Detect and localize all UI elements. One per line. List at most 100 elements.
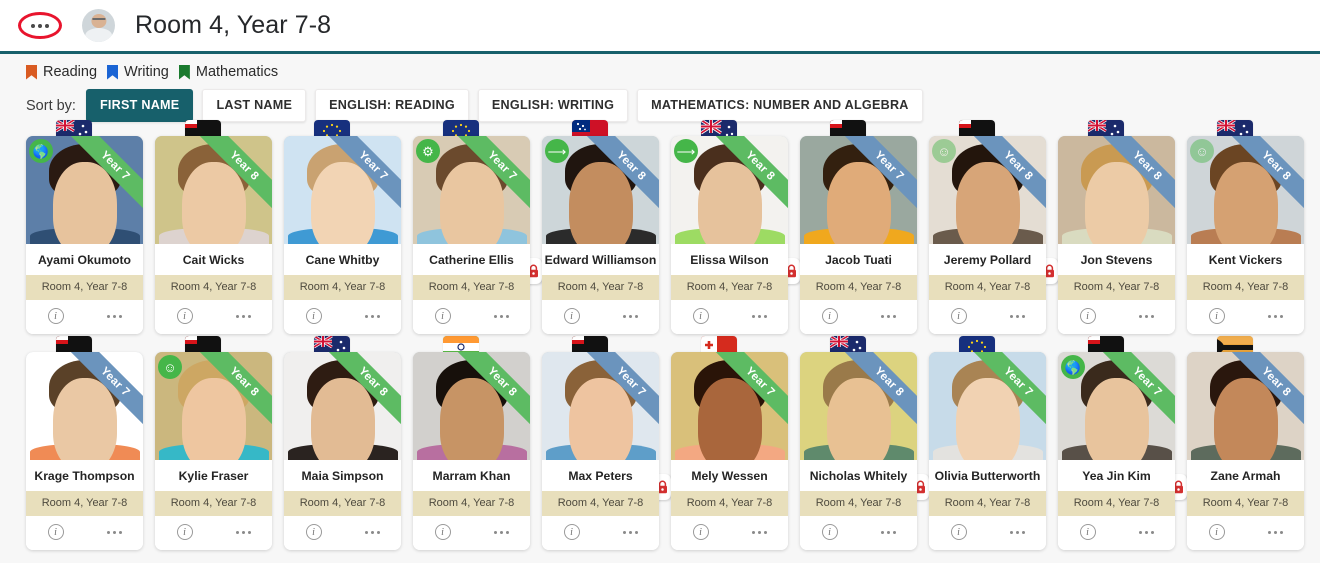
student-card[interactable]: ☺ Year 8 Kylie Fraser Room 4, Year 7-8 i	[155, 336, 272, 550]
info-icon[interactable]: i	[821, 308, 838, 324]
student-card-body[interactable]: Year 8 Zane Armah Room 4, Year 7-8 i	[1187, 352, 1304, 550]
student-card-body[interactable]: ☺ Year 8 Kylie Fraser Room 4, Year 7-8 i	[155, 352, 272, 550]
more-options-icon[interactable]	[1138, 530, 1154, 534]
student-card-body[interactable]: ☺ Year 8 Jeremy Pollard Room 4, Year 7-8 i	[929, 136, 1046, 334]
student-card-body[interactable]: Year 7 Mely Wessen Room 4, Year 7-8 i	[671, 352, 788, 550]
info-icon[interactable]: i	[563, 308, 580, 324]
student-card[interactable]: Year 7 Jacob Tuati Room 4, Year 7-8 i	[800, 120, 917, 334]
student-card[interactable]: Year 7 Mely Wessen Room 4, Year 7-8 i	[671, 336, 788, 550]
student-card-body[interactable]: Year 8 Marram Khan Room 4, Year 7-8 i	[413, 352, 530, 550]
student-photo[interactable]: Year 8	[413, 352, 530, 460]
student-photo[interactable]: Year 8	[155, 136, 272, 244]
student-card-body[interactable]: Year 8 Jon Stevens Room 4, Year 7-8 i	[1058, 136, 1175, 334]
student-card-body[interactable]: Year 8 Nicholas Whitely Room 4, Year 7-8 i	[800, 352, 917, 550]
student-card-body[interactable]: Year 8 Cait Wicks Room 4, Year 7-8 i	[155, 136, 272, 334]
teacher-avatar[interactable]	[82, 9, 115, 42]
more-options-icon[interactable]	[751, 314, 767, 318]
sort-button[interactable]: FIRST NAME	[85, 89, 194, 122]
info-icon[interactable]: i	[1079, 308, 1096, 324]
more-options-icon[interactable]	[235, 314, 251, 318]
sort-button[interactable]: LAST NAME	[202, 89, 307, 122]
student-card[interactable]: Year 8 Maia Simpson Room 4, Year 7-8 i	[284, 336, 401, 550]
more-options-icon[interactable]	[880, 314, 896, 318]
student-card-body[interactable]: Year 7 Olivia Butterworth Room 4, Year 7-8…	[929, 352, 1046, 550]
more-options-icon[interactable]	[622, 530, 638, 534]
student-card[interactable]: 🌎 Year 7 Ayami Okumoto Room 4, Year 7-8 i	[26, 120, 143, 334]
student-photo[interactable]: ⚙ Year 7	[413, 136, 530, 244]
student-card[interactable]: ⚙ Year 7 Catherine Ellis Room 4, Year 7-8 i	[413, 120, 542, 334]
student-photo[interactable]: ⟶ Year 8	[542, 136, 659, 244]
info-icon[interactable]: i	[47, 524, 64, 540]
info-icon[interactable]: i	[1208, 524, 1225, 540]
student-card-body[interactable]: Year 7 Cane Whitby Room 4, Year 7-8 i	[284, 136, 401, 334]
student-card[interactable]: Year 7 Cane Whitby Room 4, Year 7-8 i	[284, 120, 401, 334]
student-photo[interactable]: ☺ Year 8	[155, 352, 272, 460]
student-card[interactable]: ⟶ Year 8 Edward Williamson Room 4, Year 7-8…	[542, 120, 659, 334]
student-card[interactable]: ☺ Year 8 Jeremy Pollard Room 4, Year 7-8 i	[929, 120, 1058, 334]
more-options-icon[interactable]	[622, 314, 638, 318]
sort-button[interactable]: MATHEMATICS: NUMBER AND ALGEBRA	[637, 89, 923, 122]
sort-button[interactable]: ENGLISH: READING	[315, 89, 469, 122]
more-options-icon[interactable]	[106, 314, 122, 318]
student-photo[interactable]: Year 7	[26, 352, 143, 460]
student-card[interactable]: 🌎 Year 7 Yea Jin Kim Room 4, Year 7-8 i	[1058, 336, 1187, 550]
info-icon[interactable]: i	[434, 308, 451, 324]
student-photo[interactable]: Year 8	[1058, 136, 1175, 244]
student-photo[interactable]: Year 7	[542, 352, 659, 460]
student-photo[interactable]: Year 7	[800, 136, 917, 244]
student-card-body[interactable]: Year 7 Max Peters Room 4, Year 7-8 i	[542, 352, 659, 550]
student-card[interactable]: Year 7 Olivia Butterworth Room 4, Year 7-8…	[929, 336, 1046, 550]
student-card[interactable]: Year 8 Jon Stevens Room 4, Year 7-8 i	[1058, 120, 1175, 334]
more-options-icon[interactable]	[1009, 314, 1025, 318]
student-card[interactable]: Year 7 Krage Thompson Room 4, Year 7-8 i	[26, 336, 143, 550]
more-options-icon[interactable]	[364, 530, 380, 534]
student-photo[interactable]: Year 8	[284, 352, 401, 460]
info-icon[interactable]: i	[563, 524, 580, 540]
more-options-icon[interactable]	[493, 530, 509, 534]
student-card-body[interactable]: ⟶ Year 8 Edward Williamson Room 4, Year 7-8…	[542, 136, 659, 334]
globe-icon[interactable]: 🌎	[29, 139, 53, 163]
more-options-icon[interactable]	[493, 314, 509, 318]
student-card-body[interactable]: ⚙ Year 7 Catherine Ellis Room 4, Year 7-8 i	[413, 136, 530, 334]
info-icon[interactable]: i	[305, 308, 322, 324]
smiley-icon[interactable]: ☺	[932, 139, 956, 163]
student-photo[interactable]: ⟶ Year 8	[671, 136, 788, 244]
globe-icon[interactable]: 🌎	[1061, 355, 1085, 379]
student-photo[interactable]: 🌎 Year 7	[26, 136, 143, 244]
award-icon[interactable]: ⚙	[416, 139, 440, 163]
more-options-icon[interactable]	[1267, 530, 1283, 534]
more-options-icon[interactable]	[1009, 530, 1025, 534]
student-photo[interactable]: 🌎 Year 7	[1058, 352, 1175, 460]
student-photo[interactable]: ☺ Year 8	[1187, 136, 1304, 244]
info-icon[interactable]: i	[47, 308, 64, 324]
info-icon[interactable]: i	[821, 524, 838, 540]
student-card-body[interactable]: ☺ Year 8 Kent Vickers Room 4, Year 7-8 i	[1187, 136, 1304, 334]
student-card-body[interactable]: 🌎 Year 7 Yea Jin Kim Room 4, Year 7-8 i	[1058, 352, 1175, 550]
student-card[interactable]: Year 8 Zane Armah Room 4, Year 7-8 i	[1187, 336, 1304, 550]
more-options-icon[interactable]	[751, 530, 767, 534]
info-icon[interactable]: i	[692, 308, 709, 324]
info-icon[interactable]: i	[950, 524, 967, 540]
student-card[interactable]: Year 8 Marram Khan Room 4, Year 7-8 i	[413, 336, 530, 550]
info-icon[interactable]: i	[176, 524, 193, 540]
rocket-icon[interactable]: ⟶	[674, 139, 698, 163]
more-options-icon[interactable]	[1138, 314, 1154, 318]
info-icon[interactable]: i	[434, 524, 451, 540]
student-card-body[interactable]: Year 7 Krage Thompson Room 4, Year 7-8 i	[26, 352, 143, 550]
info-icon[interactable]: i	[692, 524, 709, 540]
student-photo[interactable]: Year 7	[929, 352, 1046, 460]
smiley-icon[interactable]: ☺	[158, 355, 182, 379]
student-photo[interactable]: Year 7	[284, 136, 401, 244]
more-options-icon[interactable]	[235, 530, 251, 534]
student-photo[interactable]: Year 8	[1187, 352, 1304, 460]
student-card-body[interactable]: ⟶ Year 8 Elissa Wilson Room 4, Year 7-8 i	[671, 136, 788, 334]
student-card[interactable]: Year 7 Max Peters Room 4, Year 7-8 i	[542, 336, 671, 550]
more-options-icon[interactable]	[364, 314, 380, 318]
rocket-icon[interactable]: ⟶	[545, 139, 569, 163]
info-icon[interactable]: i	[176, 308, 193, 324]
student-photo[interactable]: Year 8	[800, 352, 917, 460]
smiley-icon[interactable]: ☺	[1190, 139, 1214, 163]
more-options-icon[interactable]	[106, 530, 122, 534]
ellipsis-menu-icon[interactable]	[18, 12, 62, 39]
student-card-body[interactable]: 🌎 Year 7 Ayami Okumoto Room 4, Year 7-8 i	[26, 136, 143, 334]
